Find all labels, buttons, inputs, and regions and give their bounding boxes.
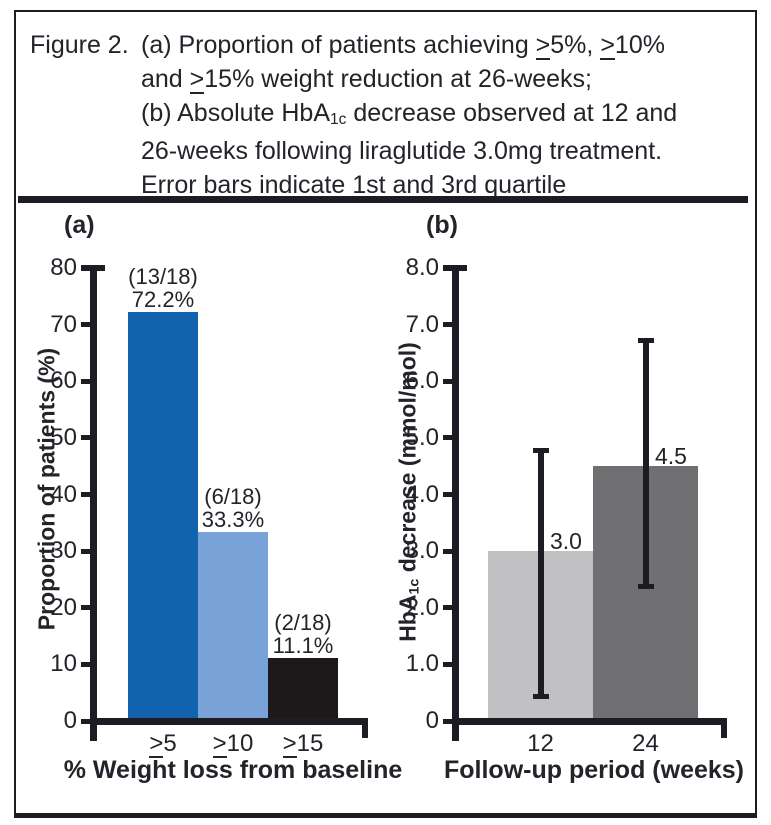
- y-tick-label: 2.0: [405, 593, 439, 621]
- y-tick-mark: [443, 548, 452, 554]
- y-axis-line: [90, 265, 97, 741]
- y-tick-mark: [443, 322, 452, 328]
- y-tick-mark: [81, 322, 90, 328]
- caption-divider-rule: [18, 196, 748, 203]
- y-tick-label: 4.0: [405, 480, 439, 508]
- error-bar-bottom-cap: [637, 583, 654, 589]
- bar-value-label: 4.5: [655, 443, 687, 470]
- y-axis-top-cap: [443, 265, 467, 271]
- caption-line-3: (b) Absolute HbA1c decrease observed at …: [141, 96, 746, 134]
- bar-percent-label: 11.1%: [272, 633, 334, 659]
- bar-count-label: (2/18): [274, 610, 332, 636]
- caption-text: (b) Absolute HbA: [141, 99, 330, 127]
- caption-text: (a) Proportion of patients achieving: [141, 31, 536, 59]
- y-tick-mark: [443, 661, 452, 667]
- panel-b-label: (b): [426, 211, 458, 239]
- y-tick-label: 40: [50, 480, 77, 508]
- x-axis-line: [90, 718, 368, 725]
- bar-percent-label: 72.2%: [131, 287, 195, 313]
- y-axis-line: [452, 265, 459, 741]
- y-tick-mark: [81, 718, 90, 724]
- y-tick-mark: [443, 605, 452, 611]
- y-tick-mark: [81, 435, 90, 441]
- y-axis-top-cap: [81, 265, 105, 271]
- y-tick-label: 3.0: [405, 537, 439, 565]
- panel-a-label: (a): [64, 211, 95, 239]
- subscript-1c: 1c: [406, 578, 423, 595]
- gte-symbol: >: [149, 730, 164, 758]
- chart-b-x-axis-title: Follow-up period (weeks): [443, 756, 745, 784]
- bar-value-label: 3.0: [550, 528, 582, 555]
- gte-symbol: >: [282, 730, 297, 758]
- figure-caption: (a) Proportion of patients achieving >5%…: [141, 28, 746, 202]
- caption-text: 15% weight reduction at 26-weeks;: [204, 65, 593, 93]
- error-bar-line: [642, 338, 649, 588]
- x-axis-line: [452, 718, 727, 725]
- bar-percent-label: 33.3%: [201, 507, 265, 533]
- y-tick-label: 6.0: [405, 367, 439, 395]
- x-category-label: >5: [149, 730, 177, 758]
- y-tick-label: 1.0: [405, 650, 439, 678]
- bar: [198, 532, 268, 718]
- y-tick-label: 0: [63, 707, 77, 734]
- y-tick-label: 20: [50, 593, 77, 621]
- y-tick-mark: [443, 718, 452, 724]
- y-tick-label: 30: [50, 537, 77, 565]
- y-tick-mark: [81, 661, 90, 667]
- gte-symbol: >: [535, 31, 551, 60]
- bar-value-label: (2/18) 11.1%: [256, 611, 350, 657]
- y-tick-mark: [81, 548, 90, 554]
- caption-line-5: Error bars indicate 1st and 3rd quartile: [141, 168, 746, 202]
- y-tick-mark: [81, 605, 90, 611]
- y-tick-label: 5.0: [405, 423, 439, 451]
- bar-count-label: (13/18): [128, 264, 198, 290]
- chart-b-plot-area: 8.0 7.0 6.0 5.0 4.0 3.0 2.0 1.0 0 3.0 12 4.5 24: [406, 255, 727, 757]
- x-axis-end-cap: [362, 718, 368, 738]
- error-bar-top-cap: [637, 337, 654, 343]
- y-tick-label: 60: [50, 367, 77, 395]
- y-tick-mark: [443, 435, 452, 441]
- y-tick-label: 80: [50, 254, 77, 281]
- x-category-label: >15: [282, 730, 324, 758]
- figure-number-label: Figure 2.: [30, 31, 129, 59]
- y-tick-label: 10: [50, 650, 77, 678]
- y-tick-label: 50: [50, 423, 77, 451]
- caption-line-4: 26-weeks following liraglutide 3.0mg tre…: [141, 134, 746, 168]
- bar-value-label: (13/18) 72.2%: [116, 265, 210, 311]
- subscript-1c: 1c: [330, 110, 347, 128]
- y-tick-mark: [81, 492, 90, 497]
- y-tick-label: 7.0: [405, 310, 439, 338]
- bar: [268, 658, 338, 718]
- error-bar-top-cap: [532, 448, 549, 454]
- y-tick-label: 0: [425, 707, 439, 734]
- caption-text: 10%: [614, 31, 665, 59]
- error-bar-line: [537, 449, 544, 699]
- caption-text: 5%,: [550, 31, 601, 59]
- gte-symbol: >: [189, 65, 205, 94]
- caption-text: and: [141, 65, 190, 93]
- y-tick-label: 8.0: [405, 254, 439, 281]
- caption-line-1: (a) Proportion of patients achieving >5%…: [141, 28, 746, 62]
- chart-a-x-axis-title: % Weight loss from baseline: [63, 756, 403, 784]
- caption-line-2: and >15% weight reduction at 26-weeks;: [141, 62, 746, 96]
- chart-a-plot-area: 80 70 60 50 40 30 20 10 0 (13/18) 72.2% >5 (6/18) 33.…: [50, 255, 368, 758]
- y-tick-mark: [443, 378, 452, 384]
- x-axis-end-cap: [721, 718, 727, 738]
- x-category-label: 24: [632, 730, 659, 757]
- x-category-label: >10: [212, 730, 254, 758]
- caption-text: decrease observed at 12 and: [346, 99, 678, 127]
- y-tick-mark: [443, 492, 452, 497]
- error-bar-bottom-cap: [532, 694, 549, 700]
- y-tick-mark: [81, 378, 90, 384]
- caption-text: 26-weeks following liraglutide 3.0mg tre…: [141, 137, 663, 165]
- bar-count-label: (6/18): [204, 484, 262, 510]
- y-tick-label: 70: [50, 310, 77, 338]
- gte-symbol: >: [212, 730, 227, 758]
- bar-value-label: (6/18) 33.3%: [186, 485, 280, 531]
- caption-text: Error bars indicate 1st and 3rd quartile: [141, 171, 567, 199]
- bar: [128, 312, 198, 718]
- gte-symbol: >: [600, 31, 615, 60]
- x-category-label: 12: [527, 730, 554, 757]
